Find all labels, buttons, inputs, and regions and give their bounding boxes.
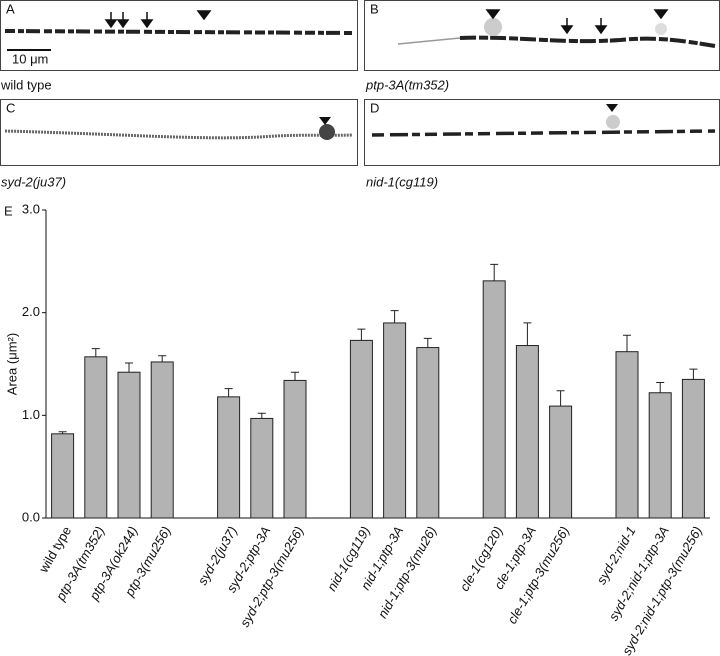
y-axis-label: Area (μm²)	[4, 333, 19, 395]
y-tick-label: 2.0	[22, 304, 40, 319]
panel-letter: D	[370, 100, 379, 115]
bar	[416, 347, 440, 519]
panel-caption: nid-1(cg119)	[366, 174, 438, 189]
x-tick-label: cle-1;ptp-3(mu256)	[504, 524, 572, 627]
bar	[84, 356, 108, 519]
error-bar	[390, 310, 399, 323]
bar	[51, 433, 75, 519]
bar	[349, 339, 373, 519]
bar	[482, 280, 506, 519]
error-bar	[490, 263, 499, 281]
bar	[150, 361, 174, 519]
neurite	[4, 29, 353, 35]
bar	[117, 371, 141, 519]
error-bar	[158, 355, 167, 362]
neurite	[371, 129, 716, 137]
panel-caption: ptp-3A(tm352)	[365, 77, 449, 92]
panel-a	[0, 0, 358, 71]
blob	[484, 18, 502, 36]
error-bar	[523, 322, 532, 346]
blob	[606, 115, 620, 129]
y-tick-label: 1.0	[22, 407, 40, 422]
neurite	[397, 37, 461, 45]
panel-letter: A	[6, 1, 15, 16]
blob	[319, 124, 335, 140]
error-bar	[91, 348, 100, 357]
error-bar	[58, 431, 67, 434]
error-bar	[623, 334, 631, 352]
bar	[615, 351, 639, 519]
panel-letter: C	[6, 100, 15, 115]
error-bar	[689, 368, 698, 380]
arrows	[104, 10, 212, 29]
neurite	[4, 129, 353, 140]
error-bar	[423, 337, 432, 348]
scale-label: 10 μm	[12, 51, 48, 66]
bar	[648, 392, 672, 519]
blob	[655, 23, 667, 35]
arrowhead	[319, 117, 331, 125]
bar	[549, 405, 573, 519]
bar	[250, 417, 274, 519]
arrows	[485, 9, 669, 35]
bar	[217, 396, 241, 519]
panel-letter: E	[4, 203, 13, 218]
panel-caption: wild type	[0, 77, 52, 92]
y-tick-label: 3.0	[22, 201, 40, 216]
y-tick-label: 0.0	[22, 509, 40, 524]
x-tick-label: syd-2;ptp-3(mu256)	[237, 524, 307, 630]
panel-caption: syd-2(ju37)	[1, 174, 66, 189]
bar	[681, 378, 705, 519]
error-bar	[556, 390, 565, 407]
error-bar	[257, 412, 266, 419]
error-bar	[357, 328, 366, 341]
error-bar	[224, 388, 233, 397]
bar	[283, 379, 307, 519]
error-bar	[125, 362, 133, 373]
x-tick-label: syd-2;nid-1;ptp-3A	[606, 524, 672, 624]
bar	[515, 345, 539, 519]
neurite	[459, 35, 716, 48]
bar	[383, 322, 407, 519]
error-bar	[656, 381, 665, 393]
arrowhead	[606, 104, 618, 112]
panel-letter: B	[370, 1, 379, 16]
error-bar	[291, 371, 299, 381]
